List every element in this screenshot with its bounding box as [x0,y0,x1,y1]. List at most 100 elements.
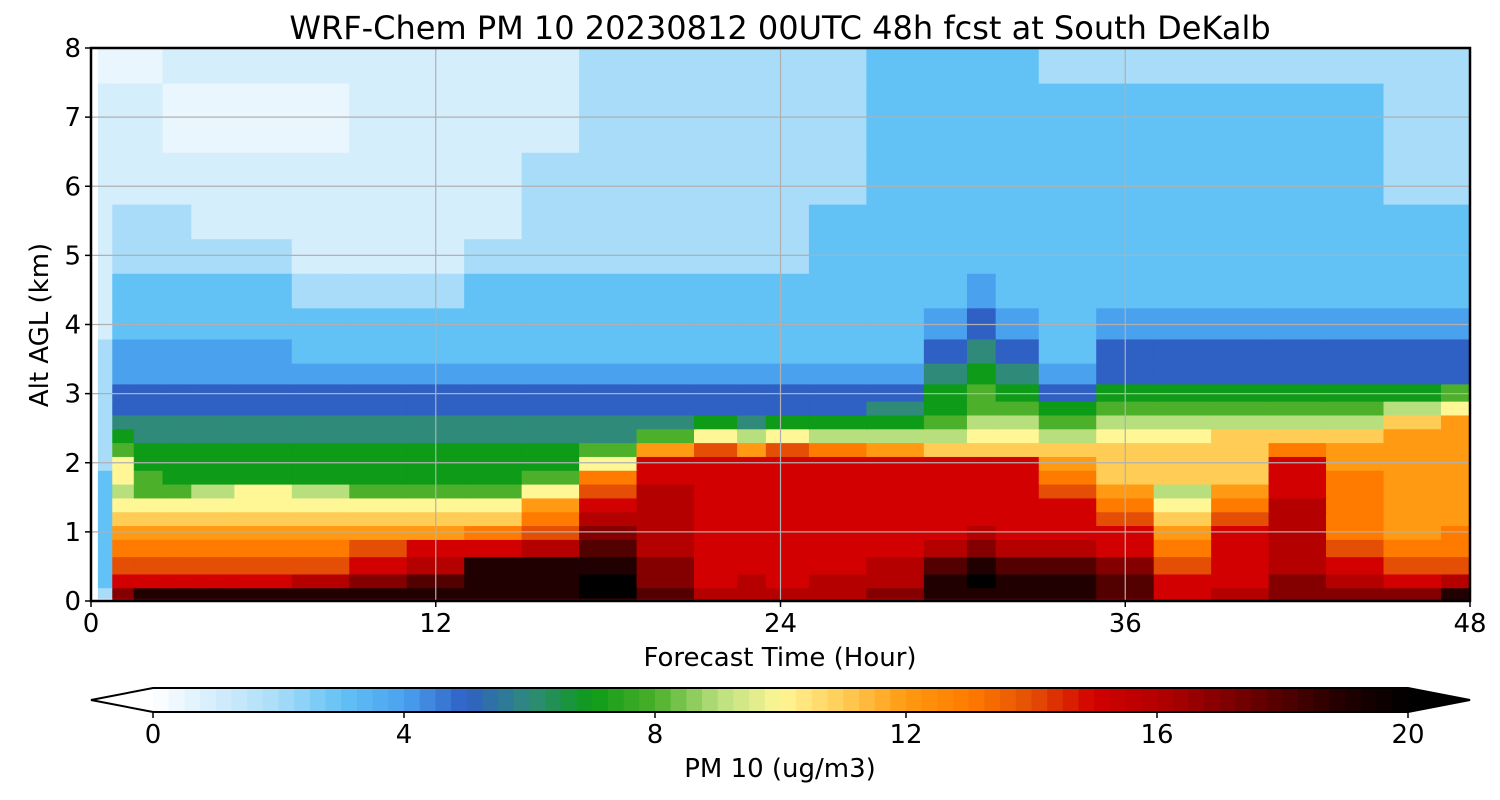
colorbar-tick-label: 16 [1140,720,1173,750]
heatmap-cell [1383,338,1443,364]
heatmap-cell [808,483,868,499]
heatmap-cell [636,573,696,589]
heatmap-cell [1038,483,1098,499]
heatmap-cell [291,338,351,364]
heatmap-cell [234,510,294,527]
y-tick-label: 3 [64,380,81,410]
heatmap-cell [1383,469,1443,485]
x-tick-label: 0 [83,609,100,639]
colorbar-tick-label: 0 [145,720,162,750]
heatmap-cell [995,338,1041,364]
heatmap-cell [923,272,969,309]
heatmap-cell [162,510,193,527]
heatmap-cell [112,441,136,457]
heatmap-cell [966,400,998,416]
heatmap-cell [464,151,524,205]
heatmap-cell [923,555,969,575]
colorbar-segment [309,688,327,712]
heatmap-cell [349,151,409,205]
heatmap-cell [966,427,998,444]
heatmap-cell [765,483,811,499]
heatmap-cell [464,469,524,485]
heatmap-cell [1440,151,1470,205]
heatmap-cell [133,382,164,402]
heatmap-cell [808,497,868,513]
heatmap-cell [291,362,351,385]
heatmap-cell [636,469,696,485]
heatmap-cell [694,497,739,513]
heatmap-cell [191,555,236,575]
heatmap-cell [1440,382,1470,402]
heatmap-cell [579,427,638,444]
colorbar-segment [1062,688,1080,712]
heatmap-cell [1038,469,1098,485]
colorbar-segment [1172,688,1189,712]
heatmap-cell [866,203,926,240]
heatmap-cell [765,382,811,402]
heatmap-cell [349,441,409,457]
heatmap-cell [162,338,193,364]
colorbar-segment [827,688,844,712]
heatmap-cell [162,48,193,84]
heatmap-cell [349,414,409,430]
heatmap-cell [349,203,409,240]
heatmap-cell [1211,510,1270,527]
heatmap-cell [1383,555,1443,575]
heatmap-cell [866,306,926,340]
heatmap-cell [112,510,136,527]
heatmap-cell [1326,483,1385,499]
heatmap-cell [97,362,114,385]
colorbar-segment [498,688,515,712]
heatmap-cell [808,538,868,558]
colorbar-segment [1376,688,1393,712]
y-axis-label: Alt AGL (km) [25,243,55,407]
colorbar-segment [906,688,923,712]
heatmap-cell [133,203,164,240]
heatmap-cell [636,586,696,599]
colorbar-segment [592,688,609,712]
heatmap-cell [694,469,739,485]
heatmap-cell [1268,151,1328,205]
heatmap-cell [579,151,638,205]
heatmap-cell [737,306,768,340]
heatmap-cell [694,427,739,444]
heatmap-cell [866,483,926,499]
heatmap-cell [579,555,638,575]
heatmap-cell [162,469,193,485]
heatmap-cell [1153,538,1213,558]
heatmap-cell [521,362,581,385]
heatmap-cell [866,272,926,309]
heatmap-cell [1038,573,1098,589]
heatmap-cell [234,203,294,240]
heatmap-cell [291,483,351,499]
heatmap-cell [162,555,193,575]
heatmap-cell [162,400,193,416]
colorbar-segment [1204,688,1221,712]
colorbar-segment [1078,688,1095,712]
heatmap-cell [995,362,1041,385]
heatmap-cell [97,510,114,527]
heatmap-cell [765,469,811,485]
heatmap-cell [694,441,739,457]
heatmap-cell [636,441,696,457]
heatmap-cell [112,555,136,575]
heatmap-cell [133,469,164,485]
heatmap-cell [97,469,114,485]
heatmap-cell [1268,306,1328,340]
colorbar-segment [670,688,687,712]
colorbar-segment [890,688,907,712]
colorbar-segment [388,688,405,712]
heatmap-cell [1268,586,1328,599]
heatmap-cell [1326,510,1385,527]
heatmap-cell [1440,469,1470,485]
colorbar-segment [1157,688,1174,712]
heatmap-cell [1383,400,1443,416]
heatmap-cell [1038,362,1098,385]
heatmap-cell [923,538,969,558]
colorbar-segment [262,688,279,712]
heatmap-cell [349,427,409,444]
heatmap-cell [1440,510,1470,527]
colorbar-segment [1235,688,1252,712]
heatmap-cell [1326,497,1385,513]
heatmap-cell [1153,382,1213,402]
